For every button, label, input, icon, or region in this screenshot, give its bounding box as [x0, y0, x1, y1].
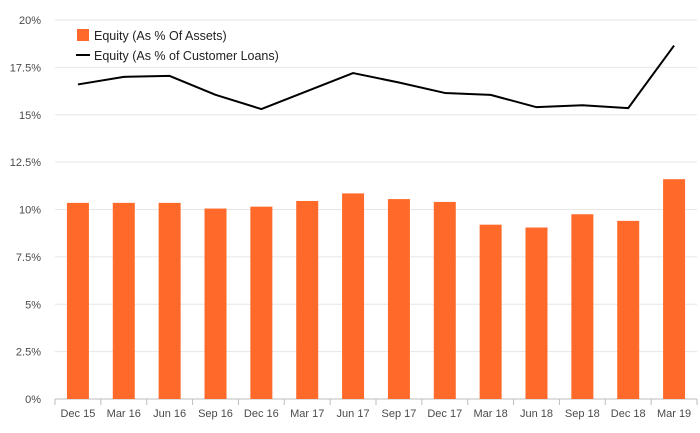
bar[interactable] — [387, 199, 410, 399]
bar[interactable] — [433, 201, 456, 399]
y-tick-label: 0% — [25, 394, 41, 406]
bar[interactable] — [479, 224, 502, 399]
line-series — [77, 44, 675, 111]
x-tick-label: Dec 17 — [427, 408, 462, 420]
x-tick-label: Jun 18 — [520, 408, 553, 420]
bar[interactable] — [296, 200, 319, 399]
y-tick-label: 5% — [25, 299, 41, 311]
bar[interactable] — [617, 220, 640, 399]
bar[interactable] — [66, 202, 89, 399]
bar[interactable] — [663, 179, 686, 399]
y-tick-label: 10% — [19, 205, 41, 217]
bar[interactable] — [525, 227, 548, 399]
bar[interactable] — [571, 214, 594, 399]
bar[interactable] — [158, 202, 181, 399]
legend-label-loans: Equity (As % of Customer Loans) — [94, 49, 279, 63]
x-tick-label: Dec 18 — [611, 408, 646, 420]
legend-item-loans[interactable]: Equity (As % of Customer Loans) — [76, 49, 279, 63]
x-axis-tick-labels: Dec 15 Mar 16 Jun 16 Sep 16 Dec 16 Mar 17 Jun … — [60, 408, 691, 420]
x-tick-label: Dec 16 — [244, 408, 279, 420]
legend-label-assets: Equity (As % Of Assets) — [94, 29, 227, 43]
line-path[interactable] — [77, 44, 675, 111]
x-tick-label: Mar 19 — [657, 408, 691, 420]
legend-swatch-bar — [77, 29, 89, 41]
y-tick-label: 7.5% — [16, 252, 41, 264]
x-tick-label: Jun 17 — [337, 408, 370, 420]
bar[interactable] — [342, 193, 365, 399]
bar-series — [66, 179, 686, 399]
x-tick-label: Sep 16 — [198, 408, 233, 420]
y-axis-tick-labels: 0% 2.5% 5% 7.5% 10% 12.5% 15% 17.5% 20% — [10, 15, 41, 406]
y-tick-label: 20% — [19, 15, 41, 27]
x-tick-label: Dec 15 — [60, 408, 95, 420]
x-tick-label: Sep 17 — [381, 408, 416, 420]
x-tick-label: Mar 18 — [474, 408, 508, 420]
bar[interactable] — [204, 208, 227, 399]
bar[interactable] — [250, 206, 273, 399]
x-tick-label: Mar 16 — [107, 408, 141, 420]
y-tick-label: 17.5% — [10, 62, 41, 74]
x-tick-label: Jun 16 — [153, 408, 186, 420]
bar[interactable] — [112, 202, 135, 399]
x-tick-label: Mar 17 — [290, 408, 324, 420]
y-tick-label: 15% — [19, 110, 41, 122]
x-tick-label: Sep 18 — [565, 408, 600, 420]
y-tick-label: 2.5% — [16, 347, 41, 359]
legend: Equity (As % Of Assets) Equity (As % of … — [76, 29, 279, 63]
y-tick-label: 12.5% — [10, 157, 41, 169]
legend-item-assets[interactable]: Equity (As % Of Assets) — [77, 29, 227, 43]
